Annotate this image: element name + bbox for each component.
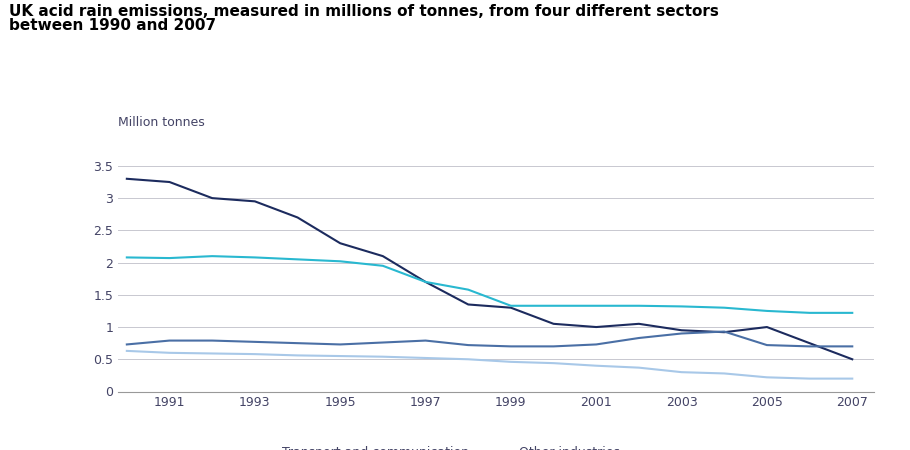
Text: UK acid rain emissions, measured in millions of tonnes, from four different sect: UK acid rain emissions, measured in mill…: [9, 4, 719, 19]
Text: between 1990 and 2007: between 1990 and 2007: [9, 18, 217, 32]
Legend: Transport and communication, Other industries: Transport and communication, Other indus…: [246, 441, 625, 450]
Text: Million tonnes: Million tonnes: [118, 116, 205, 129]
